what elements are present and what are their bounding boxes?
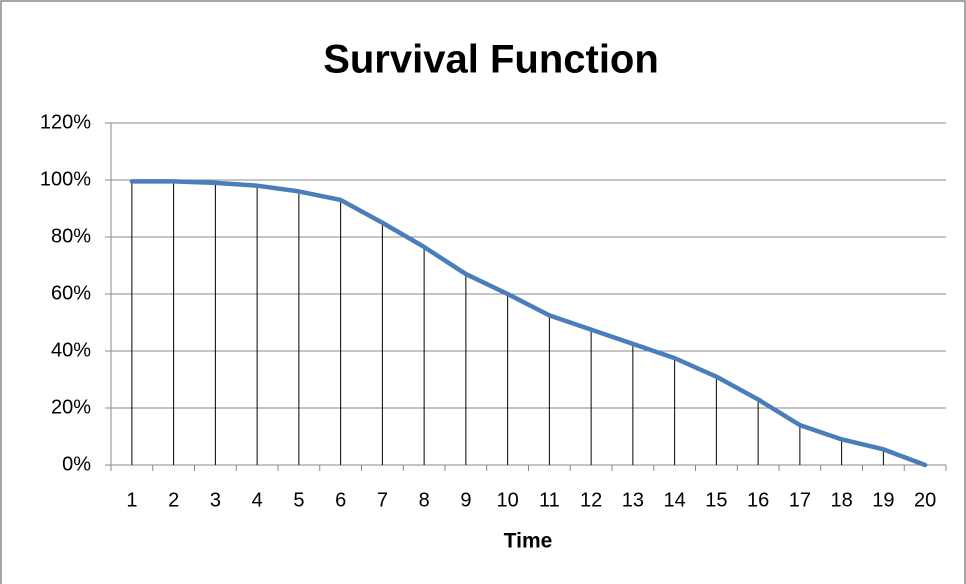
y-tick-label: 80% <box>51 225 91 247</box>
x-tick-label: 14 <box>664 489 686 511</box>
y-tick-label: 100% <box>40 168 91 190</box>
x-tick-label: 13 <box>622 489 644 511</box>
y-tick-label: 40% <box>51 339 91 361</box>
x-tick-label: 6 <box>335 489 346 511</box>
chart-title: Survival Function <box>323 38 659 82</box>
x-tick-label: 3 <box>210 489 221 511</box>
x-tick-label: 10 <box>497 489 519 511</box>
x-tick-label: 12 <box>580 489 602 511</box>
x-tick-label: 11 <box>539 489 560 511</box>
y-tick-label: 60% <box>51 282 91 304</box>
y-tick-label: 20% <box>51 396 91 418</box>
x-tick-label: 15 <box>705 489 727 511</box>
x-tick-label: 9 <box>460 489 471 511</box>
x-tick-label: 19 <box>872 489 894 511</box>
x-tick-label: 16 <box>747 489 769 511</box>
x-tick-label: 5 <box>293 489 304 511</box>
x-tick-label: 18 <box>831 489 853 511</box>
x-tick-label: 2 <box>168 489 179 511</box>
x-tick-label: 8 <box>419 489 430 511</box>
y-tick-label: 120% <box>40 111 91 133</box>
y-tick-label: 0% <box>62 453 91 475</box>
x-tick-label: 17 <box>789 489 811 511</box>
x-tick-label: 1 <box>126 489 137 511</box>
x-tick-label: 4 <box>252 489 263 511</box>
x-tick-label: 7 <box>377 489 388 511</box>
x-axis-title: Time <box>504 530 553 553</box>
series-line <box>129 179 928 468</box>
x-tick-label: 20 <box>914 489 936 511</box>
